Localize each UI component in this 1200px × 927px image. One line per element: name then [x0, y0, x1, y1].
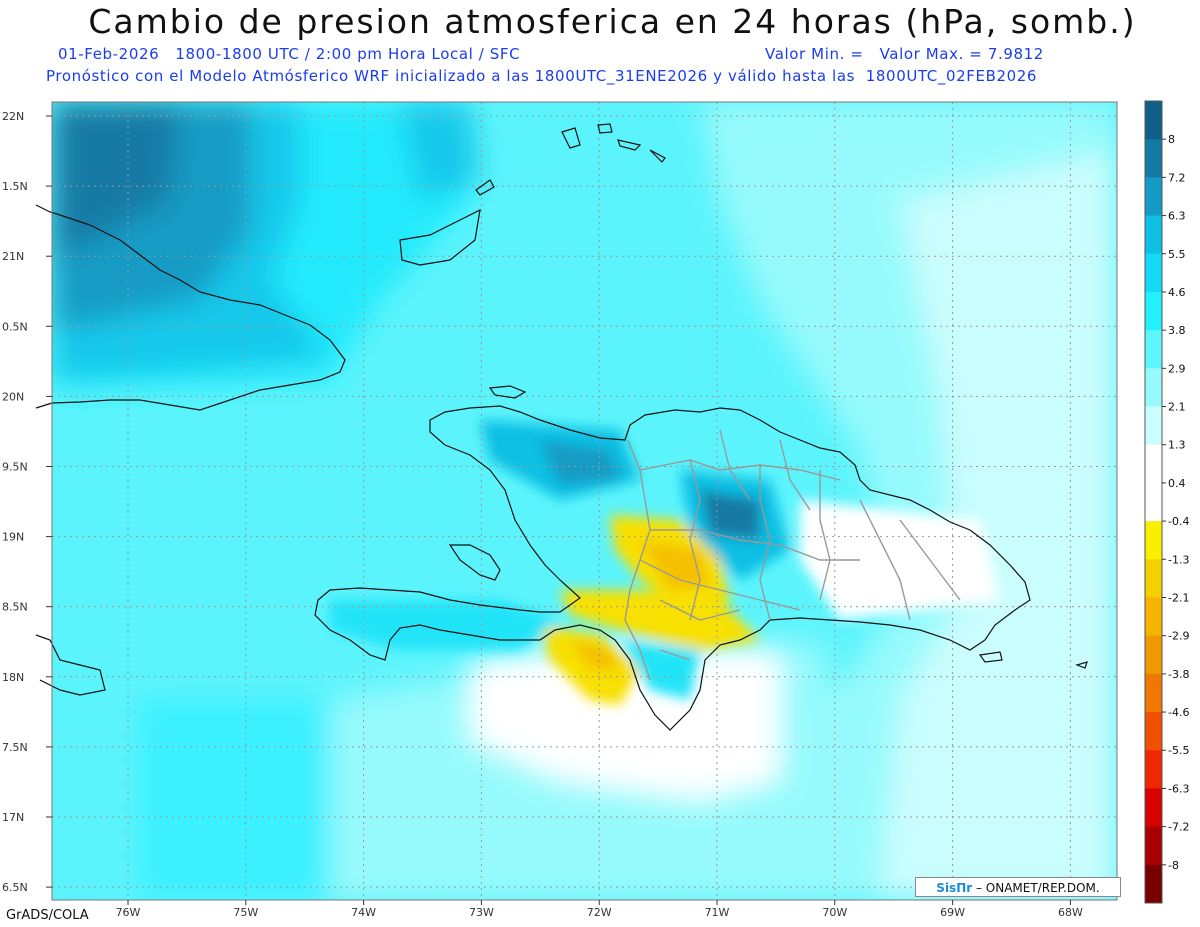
lat-label: 7.5N [2, 741, 28, 754]
shaded-field [52, 102, 1117, 900]
colorbar-frame [1144, 100, 1163, 904]
model-info-line: Pronóstico con el Modelo Atmósferico WRF… [46, 67, 1038, 85]
lat-label: 22N [2, 110, 24, 123]
colorbar-label: -7.2 [1168, 821, 1189, 834]
colorbar-swatch [1145, 330, 1162, 369]
lon-label: 72W [587, 906, 612, 919]
colorbar-label: -6.3 [1168, 782, 1189, 795]
colorbar-label: 6.3 [1168, 210, 1186, 223]
colorbar-swatch [1145, 673, 1162, 713]
colorbar-swatch [1145, 101, 1162, 140]
lon-label: 73W [469, 906, 494, 919]
colorbar-label: -8 [1168, 859, 1179, 872]
colorbar-label: -2.1 [1168, 591, 1189, 604]
colorbar-label: 4.6 [1168, 286, 1186, 299]
colorbar-swatch [1145, 712, 1162, 751]
colorbar-label: 2.1 [1168, 401, 1186, 414]
colorbar-label: -0.4 [1168, 515, 1189, 528]
colorbar-label: 3.8 [1168, 324, 1186, 337]
colorbar-swatch [1145, 177, 1162, 217]
valid-time-line: 01-Feb-2026 1800-1800 UTC / 2:00 pm Hora… [58, 45, 521, 63]
colorbar-swatch [1145, 559, 1162, 598]
min-max-line: Valor Min. = Valor Max. = 7.9812 [765, 45, 1044, 63]
colorbar-swatch [1145, 291, 1162, 331]
lon-label: 76W [116, 906, 141, 919]
software-label: GrADS/COLA [6, 908, 89, 923]
colorbar-swatch [1145, 826, 1162, 866]
lat-lon-grid [52, 102, 1117, 900]
colorbar-swatch [1145, 139, 1162, 178]
colorbar-label: -2.9 [1168, 630, 1189, 643]
lon-label: 74W [351, 906, 376, 919]
colorbar-swatch [1145, 750, 1162, 789]
lon-label: 70W [822, 906, 847, 919]
colorbar-swatch [1145, 864, 1162, 904]
lon-label: 75W [233, 906, 258, 919]
lat-label: 21N [2, 250, 24, 263]
lat-label: 0.5N [2, 320, 28, 333]
lat-label: 9.5N [2, 461, 28, 474]
lat-label: 20N [2, 390, 24, 403]
lat-label: 17N [2, 811, 24, 824]
colorbar-swatch [1145, 597, 1162, 637]
colorbar-swatch [1145, 635, 1162, 675]
lat-label: 6.5N [2, 881, 28, 894]
hispaniola-coast [314, 405, 1031, 731]
colorbar-label: -4.6 [1168, 706, 1189, 719]
longitude-labels: 76W 75W 74W 73W 72W 71W 70W 69W 68W [116, 900, 1083, 919]
lon-label: 69W [940, 906, 965, 919]
colorbar-swatch [1145, 788, 1162, 828]
lon-label: 71W [705, 906, 730, 919]
colorbar-swatch [1145, 368, 1162, 408]
map-title: Cambio de presion atmosferica en 24 hora… [88, 2, 1137, 41]
latitude-labels: 22N 1.5N 21N 0.5N 20N 9.5N 19N 8.5N 18N 7.5N 17N 6.… [2, 110, 52, 894]
colorbar-swatch [1145, 215, 1162, 255]
colorbar-label: 7.2 [1168, 171, 1186, 184]
colorbar-swatch [1145, 482, 1162, 522]
colorbar-label: 0.4 [1168, 477, 1186, 490]
province-boundaries [624, 429, 961, 681]
colorbar-label: -1.3 [1168, 553, 1189, 566]
colorbar-swatch [1145, 444, 1162, 484]
credit-brand: SisПr [936, 881, 973, 895]
lon-label: 68W [1058, 906, 1083, 919]
lat-label: 1.5N [2, 180, 28, 193]
colorbar-label: 1.3 [1168, 439, 1186, 452]
colorbar-label: -5.5 [1168, 744, 1189, 757]
credit-org: – ONAMET/REP.DOM. [972, 881, 1100, 895]
lat-label: 18N [2, 671, 24, 684]
colorbar-swatch [1145, 253, 1162, 293]
coastlines [35, 123, 1088, 731]
lat-label: 8.5N [2, 601, 28, 614]
lat-label: 19N [2, 531, 24, 544]
colorbar-label: 5.5 [1168, 248, 1186, 261]
credit-box: SisПr – ONAMET/REP.DOM. [915, 877, 1121, 897]
colorbar-label: -3.8 [1168, 668, 1189, 681]
colorbar-swatch [1145, 406, 1162, 446]
colorbar-label: 8 [1168, 133, 1175, 146]
colorbar-label: 2.9 [1168, 362, 1186, 375]
colorbar-swatch [1145, 521, 1162, 560]
colorbar: 8 7.2 6.3 5.5 4.6 3.8 2.9 2.1 1.3 0.4 -0.4 -1.3 -2.1… [1144, 100, 1189, 904]
cuba-coast [35, 204, 346, 411]
